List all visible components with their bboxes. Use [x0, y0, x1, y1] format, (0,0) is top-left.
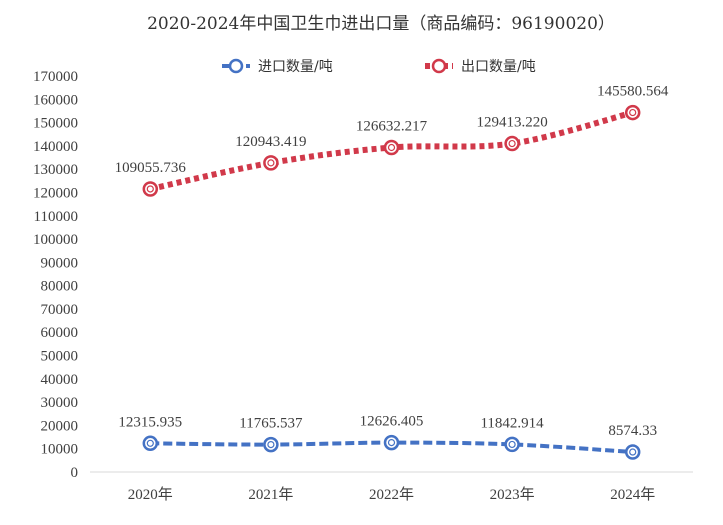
data-point-inner-import	[387, 438, 396, 447]
y-tick-label: 170000	[33, 69, 78, 85]
data-label-export: 145580.564	[597, 84, 669, 100]
data-point-import	[142, 435, 159, 452]
y-tick-label: 120000	[33, 185, 78, 201]
data-point-export	[504, 135, 520, 152]
legend-export-marker	[431, 58, 447, 74]
data-point-inner-import	[508, 440, 516, 449]
series-import: 12315.935 11765.537 12626.405 11842.914 8574…	[118, 414, 657, 460]
data-label-import: 11842.914	[480, 415, 544, 431]
y-tick-label: 10000	[41, 442, 79, 458]
legend-import-marker	[228, 58, 244, 74]
data-point-inner-import	[267, 440, 275, 449]
data-label-export: 129413.220	[476, 115, 547, 131]
y-tick-label: 160000	[33, 92, 78, 108]
x-axis: 2020年 2021年 2022年 2023年 2024年	[90, 471, 693, 503]
y-tick-label: 60000	[41, 325, 79, 341]
y-tick-label: 40000	[41, 372, 79, 388]
data-label-export: 120943.419	[235, 134, 306, 150]
x-tick-label: 2020年	[128, 486, 173, 503]
y-tick-label: 80000	[41, 279, 79, 295]
data-point-inner-export	[387, 143, 396, 152]
data-point-export	[142, 181, 159, 197]
data-point-inner-import	[146, 439, 154, 447]
data-label-export: 126632.217	[356, 119, 428, 135]
data-point-import	[383, 434, 400, 451]
data-point-export	[624, 104, 641, 121]
series-layer: 12315.935 11765.537 12626.405 11842.914 8574…	[115, 84, 669, 460]
data-point-inner-export	[146, 185, 154, 193]
legend-export-label: 出口数量/吨	[461, 59, 536, 75]
data-point-import	[263, 436, 279, 453]
data-label-import: 12315.935	[118, 414, 182, 430]
data-point-import	[624, 444, 641, 460]
y-axis: 0 10000 20000 30000 40000 50000 60000 70000 8000…	[33, 69, 78, 481]
data-label-import: 11765.537	[239, 416, 303, 432]
y-tick-label: 140000	[33, 139, 78, 155]
chart-title: 2020-2024年中国卫生巾进出口量（商品编码：96190020）	[147, 14, 615, 34]
data-label-export: 109055.736	[115, 160, 187, 176]
data-point-import	[504, 436, 520, 453]
legend-item-import: 进口数量/吨	[222, 58, 333, 75]
data-label-import: 8574.33	[608, 423, 657, 439]
y-tick-label: 150000	[33, 116, 78, 132]
data-point-inner-export	[629, 108, 637, 117]
x-tick-label: 2024年	[610, 486, 655, 503]
legend: 进口数量/吨 出口数量/吨	[222, 58, 536, 75]
data-point-inner-export	[267, 159, 275, 167]
y-tick-label: 130000	[33, 162, 78, 178]
x-tick-label: 2021年	[248, 486, 293, 503]
x-tick-label: 2022年	[369, 486, 414, 503]
data-point-export	[383, 139, 400, 156]
y-tick-label: 100000	[33, 232, 78, 248]
y-tick-label: 90000	[41, 255, 79, 271]
x-tick-label: 2023年	[490, 486, 535, 503]
data-point-export	[263, 155, 279, 171]
y-tick-label: 70000	[41, 302, 79, 318]
y-tick-label: 30000	[41, 395, 79, 411]
y-tick-label: 50000	[41, 349, 79, 365]
series-export: 109055.736 120943.419 126632.217 129413.220…	[115, 84, 669, 197]
data-point-inner-export	[508, 139, 516, 148]
data-label-import: 12626.405	[360, 414, 424, 430]
y-tick-label: 0	[71, 465, 79, 481]
y-tick-label: 20000	[41, 418, 79, 434]
legend-item-export: 出口数量/吨	[425, 58, 536, 75]
legend-import-label: 进口数量/吨	[258, 59, 333, 75]
data-point-inner-import	[629, 448, 637, 456]
y-tick-label: 110000	[34, 209, 78, 225]
